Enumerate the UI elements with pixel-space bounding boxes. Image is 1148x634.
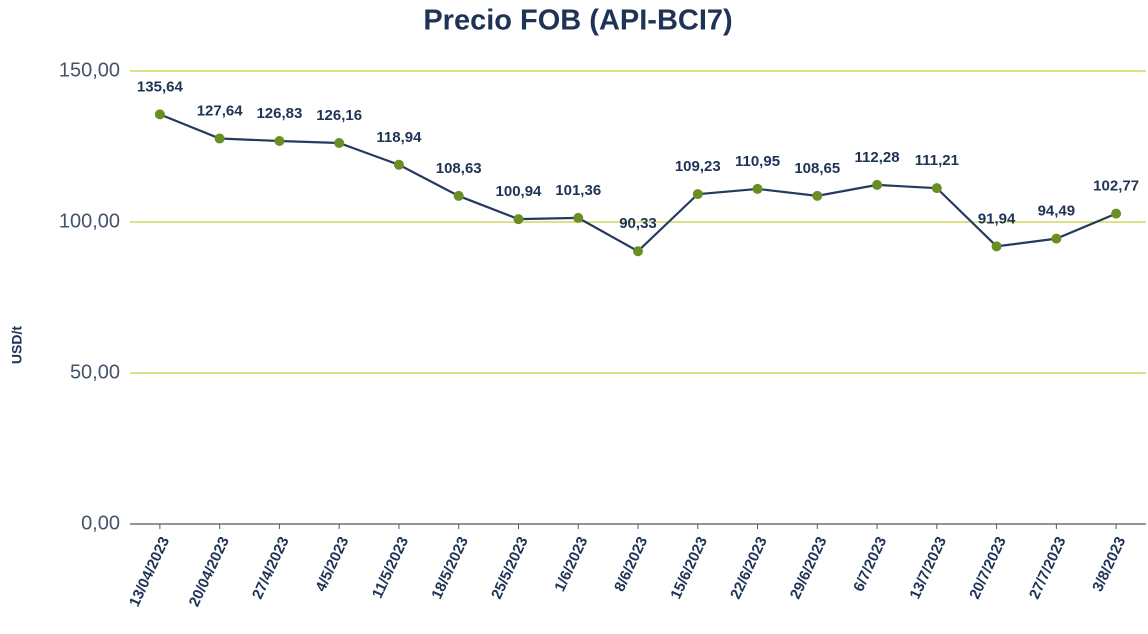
data-label: 109,23 xyxy=(675,158,721,175)
x-tick-label: 11/5/2023 xyxy=(369,534,412,601)
data-label: 102,77 xyxy=(1093,178,1139,195)
data-label: 91,94 xyxy=(978,210,1016,227)
data-label: 112,28 xyxy=(855,149,900,166)
y-tick-label: 100,00 xyxy=(59,210,120,232)
x-tick-label: 15/6/2023 xyxy=(667,534,711,602)
x-tick-label: 18/5/2023 xyxy=(428,534,472,602)
y-tick-label: 50,00 xyxy=(70,361,120,383)
marker xyxy=(812,190,823,201)
x-tick-label: 25/5/2023 xyxy=(488,534,532,602)
data-label: 135,64 xyxy=(137,78,184,95)
marker xyxy=(393,159,404,170)
y-tick-label: 0,00 xyxy=(81,512,120,534)
chart-title: Precio FOB (API-BCI7) xyxy=(423,5,732,37)
marker xyxy=(1111,208,1122,219)
x-tick-label: 20/04/2023 xyxy=(186,534,233,609)
marker xyxy=(274,135,285,146)
data-label: 126,16 xyxy=(316,107,362,124)
marker xyxy=(752,183,763,194)
x-tick-label: 3/8/2023 xyxy=(1089,534,1129,594)
marker xyxy=(154,109,165,120)
x-tick-label: 8/6/2023 xyxy=(611,534,651,594)
data-label: 126,83 xyxy=(256,105,302,122)
data-label: 110,95 xyxy=(735,153,780,170)
marker xyxy=(573,212,584,223)
marker xyxy=(872,179,883,190)
marker xyxy=(214,133,225,144)
marker xyxy=(633,246,643,257)
x-tick-label: 13/7/2023 xyxy=(906,534,950,602)
y-tick-label: 150,00 xyxy=(59,59,120,81)
x-tick-label: 20/7/2023 xyxy=(966,534,1010,602)
data-label: 108,65 xyxy=(794,160,840,177)
x-tick-label: 13/04/2023 xyxy=(126,534,173,609)
data-label: 101,36 xyxy=(555,182,601,199)
x-tick-label: 29/6/2023 xyxy=(787,534,831,602)
y-axis-label: USD/t xyxy=(9,326,25,364)
marker xyxy=(453,190,464,201)
marker xyxy=(1051,233,1062,244)
x-tick-label: 27/7/2023 xyxy=(1026,534,1070,602)
data-label: 94,49 xyxy=(1038,203,1076,220)
data-label: 108,63 xyxy=(436,160,482,177)
data-label: 118,94 xyxy=(376,129,422,146)
data-label: 90,33 xyxy=(619,215,657,232)
marker xyxy=(931,183,942,194)
x-tick-label: 4/5/2023 xyxy=(312,534,352,594)
x-tick-label: 27/4/2023 xyxy=(249,534,293,602)
data-label: 100,94 xyxy=(496,183,543,200)
data-label: 127,64 xyxy=(197,102,244,119)
x-tick-label: 22/6/2023 xyxy=(727,534,771,602)
data-label: 111,21 xyxy=(915,152,959,169)
x-tick-label: 1/6/2023 xyxy=(551,534,591,594)
marker xyxy=(991,241,1002,252)
x-tick-label: 6/7/2023 xyxy=(850,534,890,594)
marker xyxy=(513,214,524,225)
marker xyxy=(334,137,345,148)
marker xyxy=(692,189,703,200)
